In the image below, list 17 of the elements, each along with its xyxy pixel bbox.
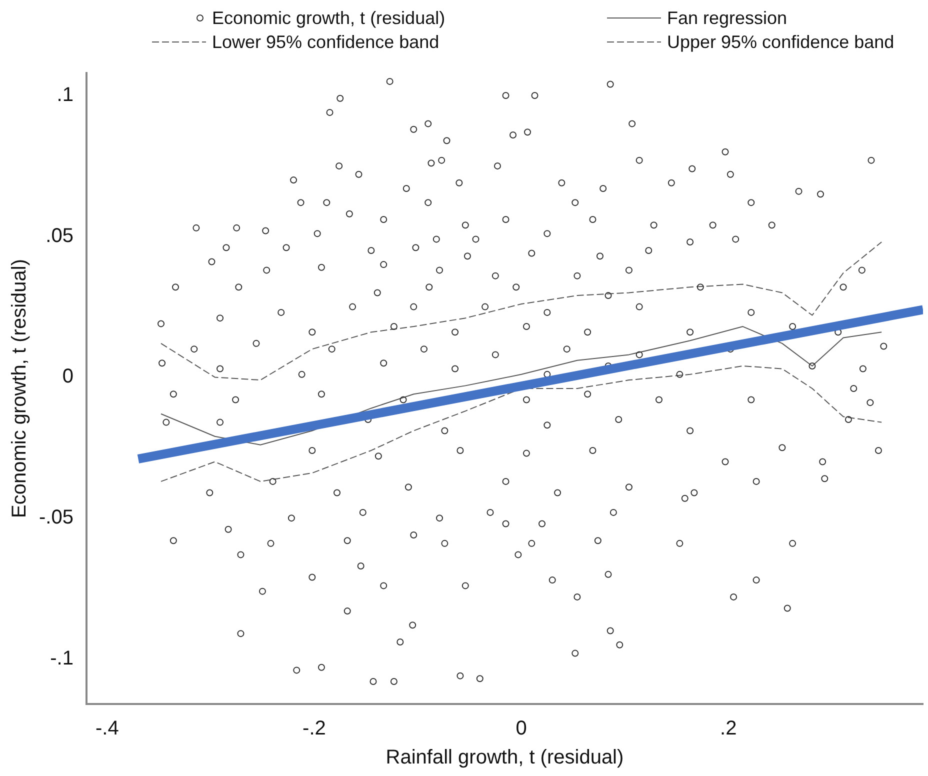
y-tick-label: .05 xyxy=(46,224,74,247)
x-tick-label: 0 xyxy=(516,718,527,740)
y-tick-label: 0 xyxy=(62,366,74,388)
x-tick-label: .2 xyxy=(720,718,737,740)
legend-label: Economic growth, t (residual) xyxy=(212,7,446,30)
y-axis-title: Economic growth, t (residual) xyxy=(8,259,31,518)
line-series xyxy=(160,242,882,381)
legend-label: Fan regression xyxy=(667,7,788,30)
x-tick-label: -.2 xyxy=(302,718,326,740)
y-tick-label: .1 xyxy=(56,84,74,106)
y-tick-label: -.1 xyxy=(50,647,74,670)
line-series xyxy=(160,365,882,482)
x-axis-title: Rainfall growth, t (residual) xyxy=(386,746,624,769)
legend-label: Lower 95% confidence band xyxy=(212,31,440,54)
y-tick-label: -.05 xyxy=(38,506,74,529)
legend-label: Upper 95% confidence band xyxy=(667,31,894,54)
x-tick-label: -.4 xyxy=(95,718,119,740)
